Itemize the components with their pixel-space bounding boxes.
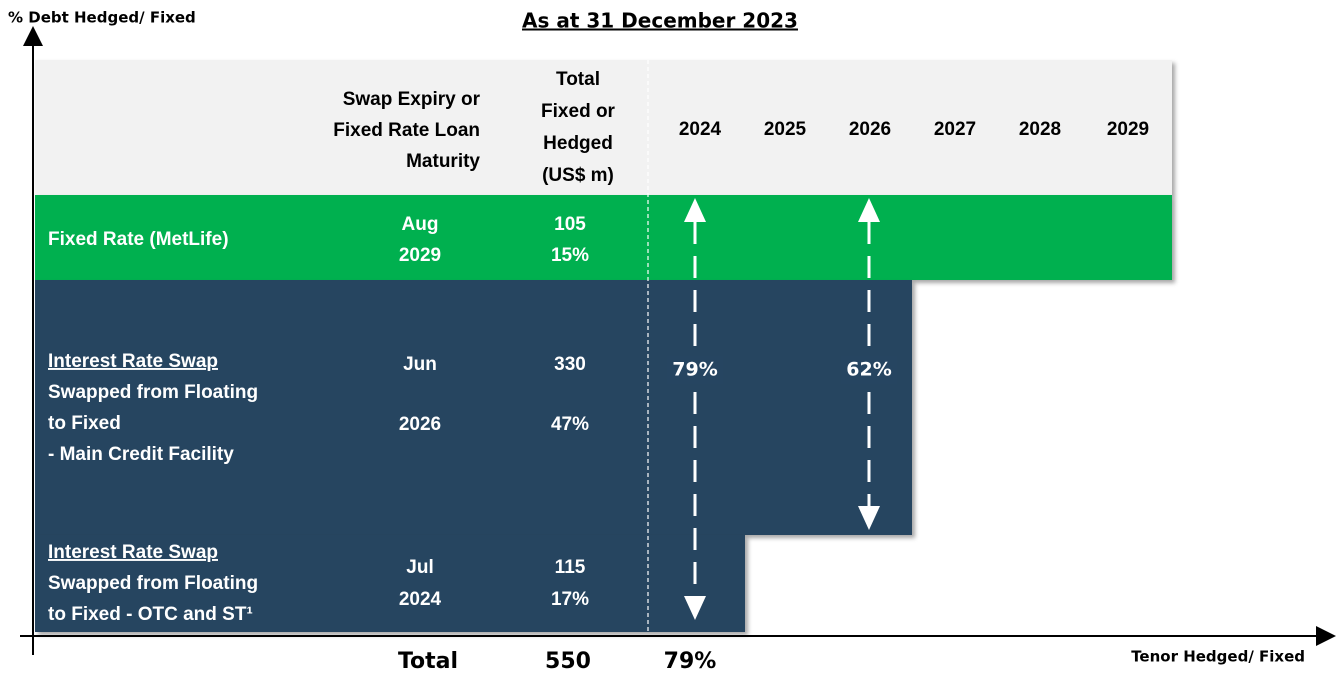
swap-band (35, 280, 912, 535)
hedge-pct: 62% (846, 359, 891, 381)
row-maturity: 2029 (399, 245, 441, 266)
header-band (35, 60, 1172, 195)
row-label: Swapped from Floating (48, 573, 258, 594)
hedge-pct: 79% (672, 359, 717, 381)
header-year: 2025 (764, 119, 807, 140)
header-year: 2028 (1019, 119, 1061, 140)
title: As at 31 December 2023 (522, 9, 798, 33)
row-label: Interest Rate Swap (48, 542, 218, 563)
total-amount: 550 (545, 649, 591, 674)
header-year: 2024 (679, 119, 722, 140)
header-year: 2026 (849, 119, 891, 140)
row-label: Interest Rate Swap (48, 351, 218, 372)
swap-band (35, 535, 745, 632)
row-share: 47% (551, 414, 589, 435)
row-amount: 330 (554, 354, 586, 375)
header-maturity: Swap Expiry or (343, 89, 481, 110)
arrow-head (684, 198, 706, 222)
row-amount: 115 (555, 557, 586, 578)
header-total: Total (556, 69, 600, 90)
label-bg (841, 356, 897, 384)
header-year: 2027 (934, 119, 976, 140)
header-total: Fixed or (541, 101, 616, 122)
header-total: (US$ m) (542, 165, 614, 186)
row-label: Fixed Rate (MetLife) (48, 229, 229, 250)
header-total: Hedged (543, 133, 613, 154)
row-label: - Main Credit Facility (48, 444, 234, 465)
row-maturity: 2024 (399, 589, 442, 610)
row-share: 17% (551, 589, 589, 610)
fixed-rate-band (35, 195, 1172, 280)
row-share: 15% (551, 245, 589, 266)
row-amount: 105 (554, 214, 586, 235)
content: Swap Expiry or Fixed Rate Loan Maturity Tot… (48, 69, 1149, 674)
row-maturity: 2026 (399, 414, 441, 435)
arrow-head (858, 506, 880, 530)
row-maturity: Aug (402, 214, 439, 235)
arrow-head (858, 198, 880, 222)
header-maturity: Fixed Rate Loan (333, 120, 480, 141)
header-maturity: Maturity (406, 151, 480, 172)
row-label: Swapped from Floating (48, 382, 258, 403)
arrow-head (684, 596, 706, 620)
header-year: 2029 (1107, 119, 1149, 140)
x-axis-label: Tenor Hedged/ Fixed (1131, 648, 1305, 666)
row-label: to Fixed - OTC and ST¹ (48, 604, 253, 625)
row-label: to Fixed (48, 413, 121, 434)
label-bg (667, 356, 723, 384)
y-axis-label: % Debt Hedged/ Fixed (8, 9, 196, 27)
row-maturity: Jul (406, 557, 433, 578)
total-label: Total (398, 649, 458, 674)
row-maturity: Jun (403, 354, 437, 375)
total-pct: 79% (664, 649, 717, 674)
